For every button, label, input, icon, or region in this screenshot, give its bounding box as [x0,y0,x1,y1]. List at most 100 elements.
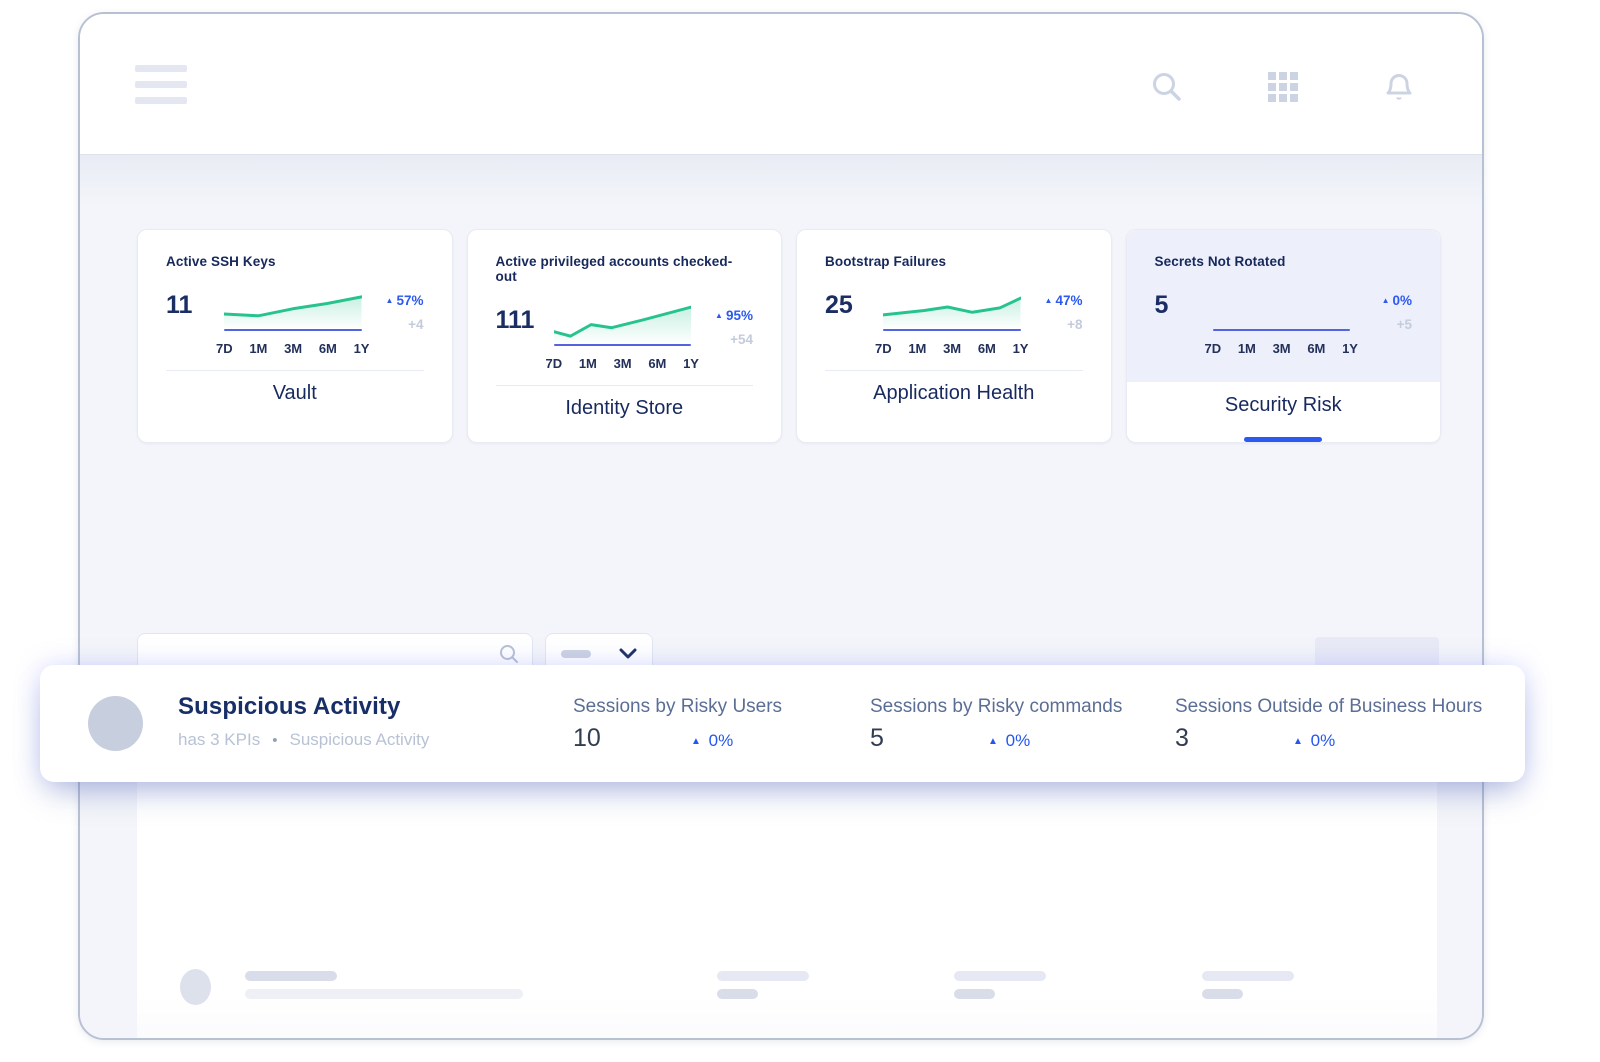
sparkline-chart: 7D 1M 3M 6M 1Y [546,300,699,371]
kpi-label: Sessions Outside of Business Hours [1175,696,1483,717]
range-label: 7D [545,356,563,371]
range-label: 1M [908,341,927,356]
sparkline-baseline [224,329,362,331]
kpi-label: Sessions by Risky Users [573,696,783,717]
range-label: 7D [1204,341,1222,356]
kpi-card-vault[interactable]: Active SSH Keys 11 7D 1M 3M 6M 1Y [137,229,453,443]
change-percent: ▲ 47% [1044,293,1083,308]
kpi-label: Sessions by Risky commands [870,696,1123,717]
kpi-change: ▲ 0% [691,731,734,750]
skeleton-bar [1202,989,1243,999]
trend-up-icon: ▲ [385,296,394,305]
range-label: 1Y [1342,341,1358,356]
search-icon[interactable] [1148,68,1186,106]
card-value: 11 [166,291,193,319]
action-button-placeholder[interactable] [1315,637,1439,670]
change-percent: ▲ 95% [715,308,753,323]
range-label: 1Y [683,356,699,371]
sparkline-baseline [553,344,691,346]
kpi-value: 10 [573,724,601,752]
app-grid-icon[interactable] [1264,68,1302,106]
trend-up-icon: ▲ [1293,736,1303,747]
skeleton-bar [717,971,809,981]
category-label: Identity Store [565,397,684,419]
range-label: 7D [875,341,892,356]
range-labels: 7D 1M 3M 6M 1Y [1205,341,1359,356]
card-divider [495,385,753,386]
skeleton-bar [1202,971,1294,981]
range-label: 7D [216,341,233,356]
sparkline-baseline [883,329,1021,331]
chevron-down-icon [619,648,637,659]
app-header [80,14,1482,154]
main-content: Active SSH Keys 11 7D 1M 3M 6M 1Y [80,154,1482,1038]
change-absolute: +8 [1067,317,1083,332]
skeleton-bar [717,989,758,999]
row-kpi-count: has 3 KPIs [178,730,261,749]
highlighted-row-suspicious-activity[interactable]: Suspicious Activity has 3 KPIs • Suspici… [40,665,1525,782]
skeleton-bar [954,989,995,999]
trend-up-icon: ▲ [715,311,723,320]
range-label: 1Y [353,341,370,356]
kpi-card-identity-store[interactable]: Active privileged accounts checked-out 1… [466,229,782,443]
card-divider [825,370,1083,371]
row-subtitle: has 3 KPIs • Suspicious Activity [178,730,429,750]
search-input-icon [500,645,518,663]
category-label: Security Risk [1224,394,1342,416]
card-value: 111 [495,306,535,334]
sparkline-chart: 7D 1M 3M 6M 1Y [875,285,1028,356]
change-absolute: +4 [408,317,424,332]
range-label: 6M [648,356,667,371]
range-labels: 7D 1M 3M 6M 1Y [546,356,700,371]
card-title: Active SSH Keys [166,254,276,269]
skeleton-bar [954,971,1046,981]
range-label: 6M [977,341,996,356]
category-label: Vault [272,382,317,404]
card-value: 25 [825,291,853,319]
card-title: Bootstrap Failures [825,254,947,269]
range-label: 6M [1307,341,1326,356]
change-percent: ▲ 0% [1381,293,1412,308]
subtitle-separator-dot: • [272,731,278,749]
range-label: 1Y [1012,341,1029,356]
category-label: Application Health [873,382,1035,404]
range-label: 1M [249,341,268,356]
kpi-value: 3 [1175,724,1189,752]
sparkline-baseline [1212,329,1350,331]
range-label: 1M [1237,341,1256,356]
sparkline-chart: 7D 1M 3M 6M 1Y [216,285,369,356]
kpi-column-outside-business-hours: Sessions Outside of Business Hours 3 ▲ 0… [1175,696,1482,753]
sparkline-chart: 7D 1M 3M 6M 1Y [1205,285,1358,356]
range-label: 1M [578,356,597,371]
kpi-card-application-health[interactable]: Bootstrap Failures 25 7D 1M 3M 6M 1Y [796,229,1112,443]
kpi-change: ▲ 0% [1293,731,1336,750]
range-label: 3M [1272,341,1291,356]
card-title: Active privileged accounts checked-out [495,254,733,284]
change-percent: ▲ 57% [385,293,424,308]
range-label: 3M [613,356,632,371]
change-absolute: +54 [730,332,753,347]
dropdown-placeholder [561,649,591,658]
trend-up-icon: ▲ [1381,296,1390,305]
bell-icon[interactable] [1380,68,1418,106]
kpi-card-security-risk[interactable]: Secrets Not Rotated 5 7D 1M 3M 6M 1Y [1125,229,1441,443]
kpi-value: 5 [870,724,884,752]
kpi-cards-row: Active SSH Keys 11 7D 1M 3M 6M 1Y [137,229,1441,443]
hamburger-menu-icon[interactable] [135,65,187,111]
change-absolute: +5 [1396,317,1412,332]
row-avatar [88,696,143,751]
kpi-change: ▲ 0% [988,731,1031,750]
skeleton-bar [245,989,523,999]
trend-up-icon: ▲ [988,736,998,747]
row-title: Suspicious Activity [178,693,401,720]
trend-up-icon: ▲ [691,736,701,747]
skeleton-bar [245,971,337,981]
trend-up-icon: ▲ [1044,296,1053,305]
active-tab-indicator [1244,437,1323,442]
row-subtitle-name: Suspicious Activity [289,730,430,749]
range-labels: 7D 1M 3M 6M 1Y [216,341,370,356]
skeleton-row[interactable] [137,963,1437,1019]
kpi-column-risky-commands: Sessions by Risky commands 5 ▲ 0% [870,696,1122,753]
card-title: Secrets Not Rotated [1154,254,1286,269]
card-value: 5 [1154,291,1169,319]
